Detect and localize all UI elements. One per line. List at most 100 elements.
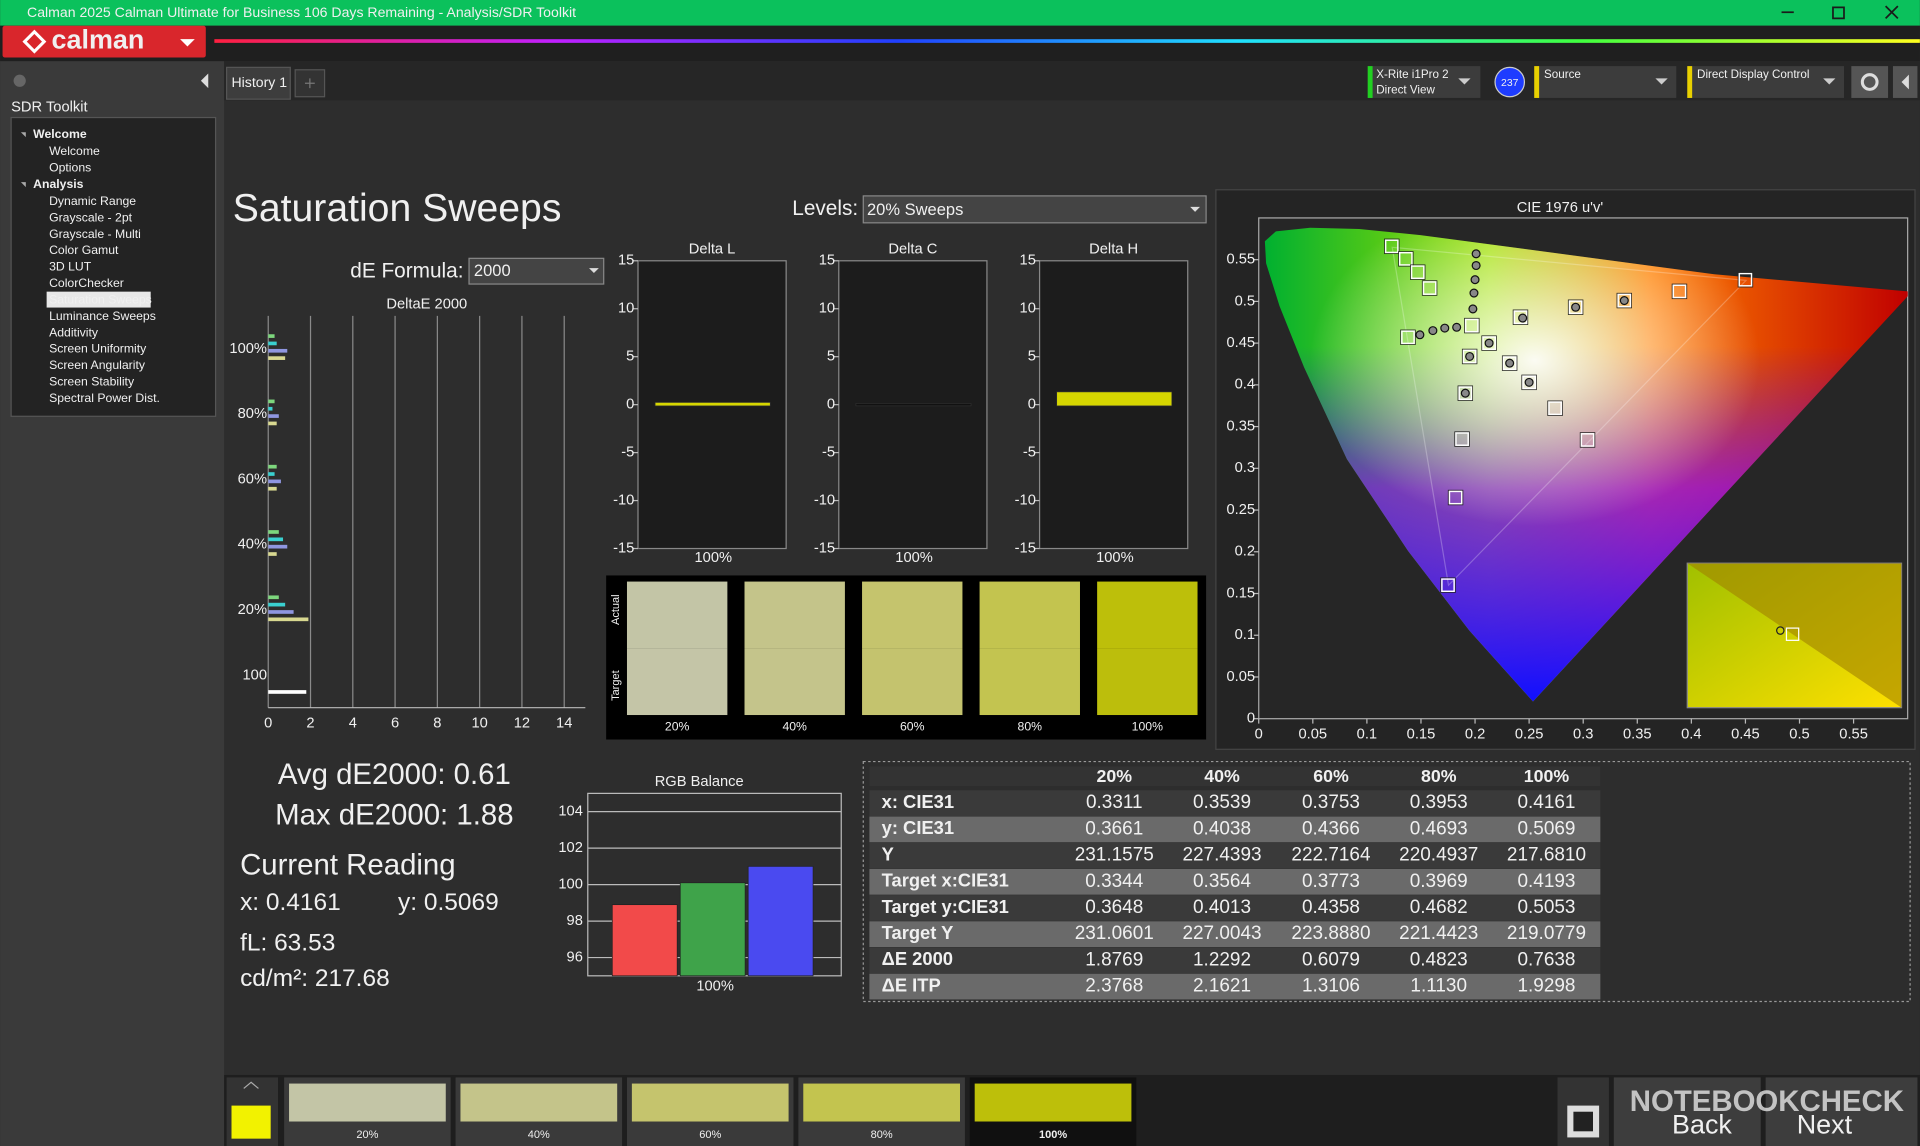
y-tick-label: 0.1 <box>1235 627 1255 643</box>
actual-swatch <box>745 582 845 649</box>
y-tick-label: -10 <box>814 492 835 508</box>
table-row-label: y: CIE31 <box>882 817 954 838</box>
chart-title: Delta C <box>888 242 937 258</box>
x-tick-label: 0.1 <box>1357 726 1377 742</box>
actual-point <box>1519 314 1527 322</box>
tree-item[interactable]: Screen Angularity <box>49 358 146 372</box>
sidebar-pin[interactable] <box>14 75 26 87</box>
tree-item[interactable]: Screen Stability <box>49 374 135 388</box>
y-tick-label: 0.35 <box>1226 418 1255 434</box>
reading-cd: cd/m²: 217.68 <box>240 965 390 992</box>
actual-point <box>1469 305 1477 313</box>
meter-mode: Direct View <box>1376 84 1435 97</box>
target-swatch <box>862 649 962 715</box>
tree-item[interactable]: Luminance Sweeps <box>49 309 156 323</box>
actual-point <box>1472 250 1480 258</box>
tree-item[interactable]: 3D LUT <box>49 260 92 274</box>
tree-item[interactable]: Screen Uniformity <box>49 342 147 356</box>
x-tick-label: 0.35 <box>1623 726 1652 742</box>
y-tick-label: 0 <box>1028 397 1036 413</box>
actual-point <box>1506 359 1514 367</box>
y-tick-label: 100 <box>242 667 267 683</box>
y-tick-label: 0 <box>1247 711 1255 727</box>
delta-bar <box>856 403 971 405</box>
rgb-bar <box>680 883 745 976</box>
table-cell: 231.1575 <box>1075 845 1154 866</box>
settings-button[interactable] <box>1851 66 1888 98</box>
actual-point <box>1525 378 1533 386</box>
actual-point <box>1472 262 1480 270</box>
tree-item[interactable]: Additivity <box>49 325 99 339</box>
actual-point <box>1453 323 1461 331</box>
y-tick-label: 0.4 <box>1235 377 1255 393</box>
y-tick-label: 0 <box>827 397 835 413</box>
footer-swatch <box>460 1084 617 1122</box>
table-row-label: x: CIE31 <box>882 791 954 812</box>
actual-swatch <box>862 582 962 649</box>
y-tick-label: 0.3 <box>1235 460 1255 476</box>
delta-e-bar <box>268 400 274 404</box>
y-tick-label: 10 <box>618 301 634 317</box>
table-cell: 219.0779 <box>1507 923 1586 944</box>
table-cell: 2.1621 <box>1193 976 1251 997</box>
table-row-label: ΔE 2000 <box>882 948 953 969</box>
header-band <box>0 26 1920 62</box>
source-led <box>1534 66 1539 98</box>
y-tick-label: 102 <box>558 840 583 856</box>
table-cell: 0.6079 <box>1302 949 1360 970</box>
page-title: Saturation Sweeps <box>233 187 562 230</box>
tree-item[interactable]: Grayscale - 2pt <box>49 210 133 224</box>
y-tick-label: 0 <box>626 397 634 413</box>
sidebar-title: SDR Toolkit <box>11 100 87 116</box>
delta-e-bar <box>268 545 287 549</box>
tree-item[interactable]: Grayscale - Multi <box>49 227 141 241</box>
tree-item[interactable]: Spectral Power Dist. <box>49 391 160 405</box>
delta-e-bar <box>268 537 283 541</box>
table-cell: 0.5069 <box>1517 818 1575 839</box>
x-tick-label: 0.3 <box>1573 726 1593 742</box>
table-row-label: Target y:CIE31 <box>882 896 1009 917</box>
tree-group[interactable]: Welcome <box>33 127 87 141</box>
tree-item[interactable]: Dynamic Range <box>49 194 136 208</box>
table-cell: 0.3773 <box>1302 871 1360 892</box>
table-cell: 0.5053 <box>1517 897 1575 918</box>
table-cell: 1.8769 <box>1085 949 1143 970</box>
footer-swatch <box>632 1084 789 1122</box>
actual-swatch <box>980 582 1080 649</box>
delta-e-bar <box>268 465 276 469</box>
tree-item[interactable]: Color Gamut <box>49 243 119 257</box>
tree-item[interactable]: Saturation Sweeps <box>49 292 152 306</box>
max-de: Max dE2000: 1.88 <box>275 798 513 831</box>
tree-item[interactable]: Options <box>49 160 91 174</box>
formula-label: dE Formula: <box>350 259 463 282</box>
table-cell: 227.4393 <box>1182 845 1261 866</box>
x-tick-label: 0.25 <box>1515 726 1544 742</box>
display-led <box>1687 66 1692 98</box>
x-tick-label: 0.45 <box>1731 726 1760 742</box>
table-cell: 1.9298 <box>1517 976 1575 997</box>
y-tick-label: 0.55 <box>1226 252 1255 268</box>
footer-current-color <box>232 1106 271 1139</box>
avg-de: Avg dE2000: 0.61 <box>278 758 511 791</box>
y-tick-label: 15 <box>1020 253 1036 269</box>
y-tick-label: 0.05 <box>1226 669 1255 685</box>
window-title: Calman 2025 Calman Ultimate for Business… <box>27 4 576 20</box>
x-tick-label: 100% <box>696 979 734 995</box>
x-tick-label: 0.55 <box>1839 726 1868 742</box>
tree-item[interactable]: Welcome <box>49 144 100 158</box>
x-tick-label: 0.05 <box>1299 726 1328 742</box>
tree-group[interactable]: Analysis <box>33 177 84 191</box>
table-cell: 0.4193 <box>1517 871 1575 892</box>
table-cell: 0.3539 <box>1193 792 1251 813</box>
table-cell: 227.0043 <box>1182 923 1261 944</box>
x-tick-label: 0.4 <box>1681 726 1701 742</box>
table-cell: 0.3344 <box>1085 871 1143 892</box>
table-cell: 0.3661 <box>1085 818 1143 839</box>
footer-swatch <box>975 1084 1132 1122</box>
swatch-label: 100% <box>1132 720 1163 734</box>
swatch-row-label: Target <box>610 670 622 701</box>
source-label: Source <box>1544 68 1581 81</box>
x-tick-label: 0 <box>264 715 272 731</box>
y-tick-label: 0.15 <box>1226 585 1255 601</box>
tree-item[interactable]: ColorChecker <box>49 276 124 290</box>
